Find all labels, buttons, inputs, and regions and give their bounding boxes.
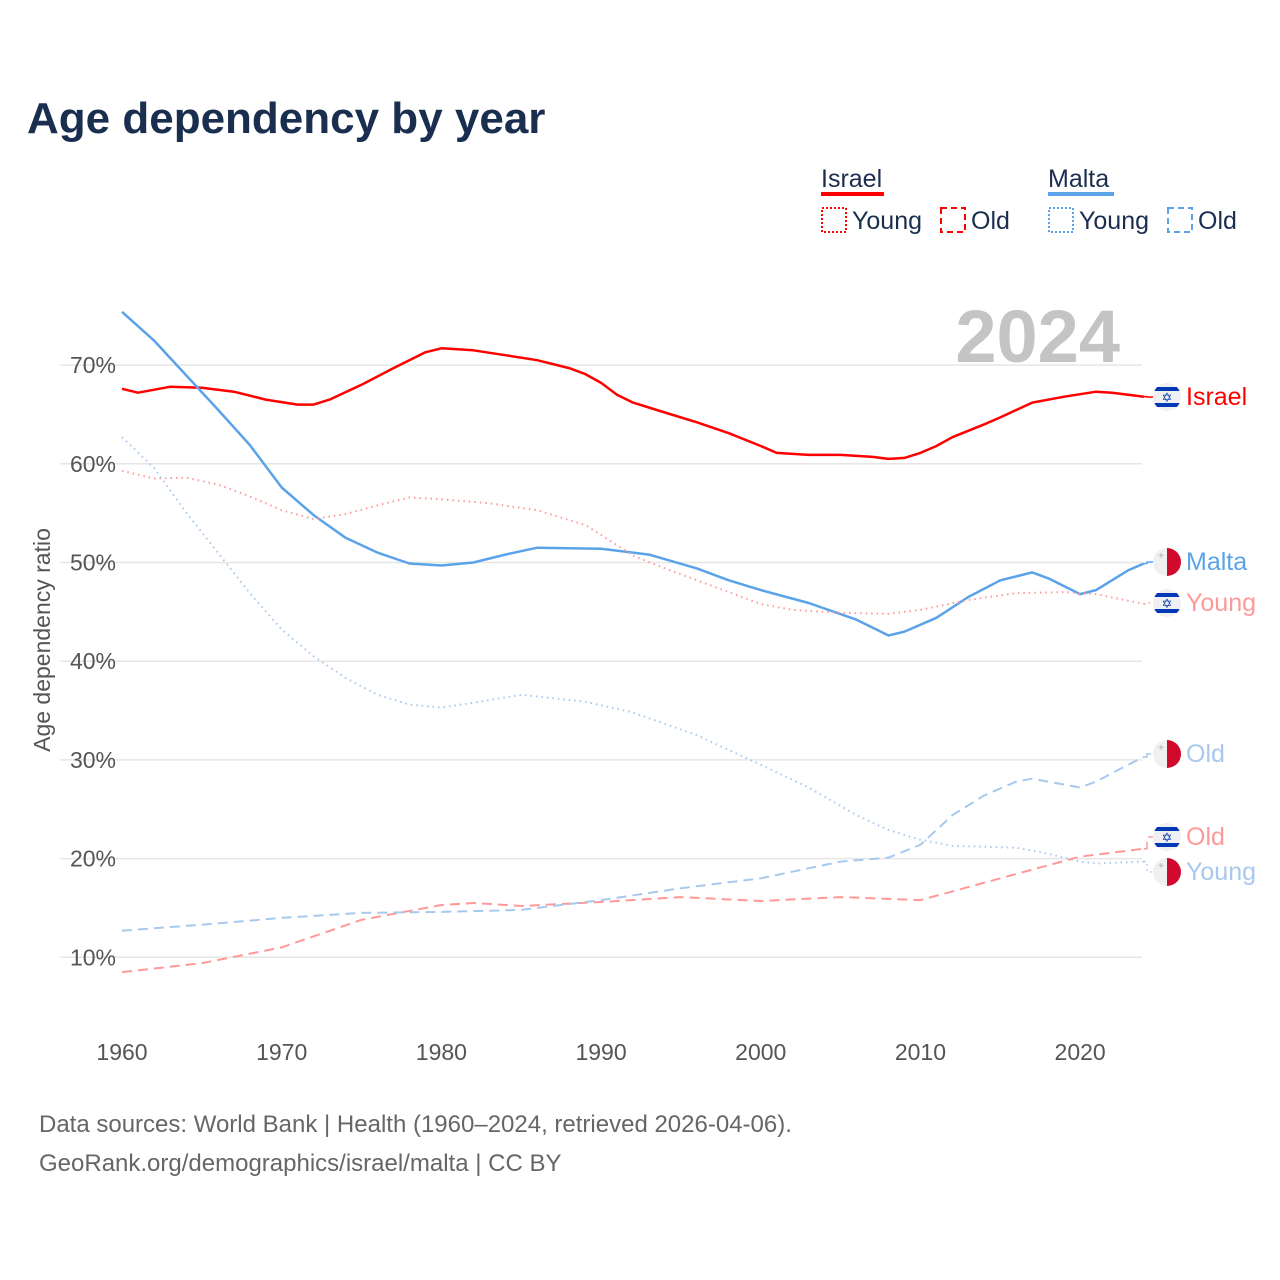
y-tick-label: 20% <box>70 846 116 872</box>
legend-item-malta-old: Old <box>1198 207 1237 235</box>
end-labels: ✡ Israel + Malta ✡ Young + Young ✡ Old + Old <box>1144 383 1256 886</box>
x-tick-label: 2020 <box>1055 1039 1106 1065</box>
end-label-israel-young: Young <box>1186 589 1256 617</box>
series-line-malta <box>121 310 1145 637</box>
end-label-connector <box>1144 860 1153 873</box>
george-cross-icon: + <box>1158 551 1164 562</box>
legend-swatch-old <box>1167 207 1193 233</box>
end-label-israel-old: Old <box>1186 823 1225 851</box>
flag-body: ✡ <box>1153 589 1181 617</box>
flag-body: ✡ <box>1153 383 1181 411</box>
malta-flag-icon: + <box>1153 740 1181 768</box>
series-lines <box>121 310 1145 974</box>
gridlines: 10% 20% 30% 40% 50% 60% 70% 1960 1970 1980 1990 200… <box>60 352 1142 1065</box>
x-tick-label: 1980 <box>416 1039 467 1065</box>
israel-flag-icon: ✡ <box>1153 589 1181 617</box>
george-cross-icon: + <box>1158 743 1164 754</box>
israel-flag-icon: ✡ <box>1153 823 1181 851</box>
flag-red-half <box>1167 548 1181 576</box>
legend-swatch-old <box>940 207 966 233</box>
end-label-israel: Israel <box>1186 383 1247 411</box>
chart-title: Age dependency by year <box>27 94 545 143</box>
flag-body: + <box>1153 740 1181 768</box>
flag-stripe <box>1153 827 1181 831</box>
israel-flag-icon: ✡ <box>1153 383 1181 411</box>
series-line-malta-young <box>121 436 1145 865</box>
series-line-malta-old <box>121 756 1145 932</box>
y-tick-label: 40% <box>70 648 116 674</box>
flag-stripe <box>1153 843 1181 847</box>
end-label-malta-young: Young <box>1186 858 1256 886</box>
star-of-david-icon: ✡ <box>1162 830 1173 845</box>
star-of-david-icon: ✡ <box>1162 596 1173 611</box>
y-tick-label: 60% <box>70 451 116 477</box>
legend-malta-underline <box>1048 192 1114 196</box>
flag-stripe <box>1153 403 1181 407</box>
y-tick-label: 70% <box>70 352 116 378</box>
legend-israel-underline <box>821 192 884 196</box>
year-watermark: 2024 <box>955 295 1120 378</box>
series-line-israel-young <box>121 469 1145 615</box>
legend-item-israel-young: Young <box>852 207 922 235</box>
flag-body: ✡ <box>1153 823 1181 851</box>
flag-body: + <box>1153 548 1181 576</box>
legend-swatch-young <box>821 207 847 233</box>
end-label-connector <box>1144 561 1153 565</box>
x-tick-label: 2000 <box>735 1039 786 1065</box>
end-label-connector <box>1144 602 1153 605</box>
legend-item-malta-young: Young <box>1079 207 1149 235</box>
flag-stripe <box>1153 609 1181 613</box>
x-tick-label: 1960 <box>96 1039 147 1065</box>
y-axis-label: Age dependency ratio <box>29 528 55 752</box>
y-tick-label: 10% <box>70 944 116 970</box>
y-tick-label: 30% <box>70 747 116 773</box>
x-tick-label: 1990 <box>575 1039 626 1065</box>
star-of-david-icon: ✡ <box>1162 390 1173 405</box>
malta-flag-icon: + <box>1153 548 1181 576</box>
flag-body: + <box>1153 858 1181 886</box>
x-tick-label: 2010 <box>895 1039 946 1065</box>
legend-israel-heading: Israel <box>821 165 882 193</box>
malta-flag-icon: + <box>1153 858 1181 886</box>
end-label-connector <box>1144 753 1153 758</box>
end-label-malta-old: Old <box>1186 740 1225 768</box>
series-line-israel-old <box>121 847 1145 974</box>
legend-malta-heading: Malta <box>1048 165 1109 193</box>
flag-stripe <box>1153 387 1181 391</box>
source-line-1: Data sources: World Bank | Health (1960–… <box>39 1111 792 1138</box>
flag-red-half <box>1167 858 1181 886</box>
source-line-2: GeoRank.org/demographics/israel/malta | … <box>39 1150 561 1177</box>
legend: Israel Young Old Malta Young Old <box>821 165 1237 235</box>
george-cross-icon: + <box>1158 861 1164 872</box>
y-tick-label: 50% <box>70 550 116 576</box>
flag-stripe <box>1153 593 1181 597</box>
end-label-malta: Malta <box>1186 548 1247 576</box>
flag-red-half <box>1167 740 1181 768</box>
legend-swatch-young <box>1048 207 1074 233</box>
end-label-connector <box>1144 836 1153 850</box>
legend-item-israel-old: Old <box>971 207 1010 235</box>
series-line-israel <box>121 347 1145 461</box>
x-tick-label: 1970 <box>256 1039 307 1065</box>
